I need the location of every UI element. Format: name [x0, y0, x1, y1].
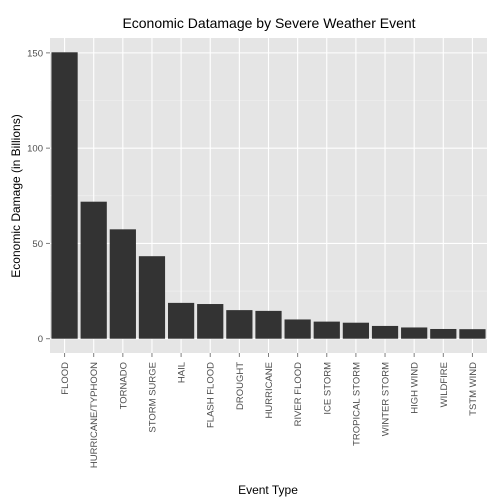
x-tick-label: STORM SURGE — [147, 362, 158, 433]
y-tick-label: 150 — [27, 48, 43, 59]
bar-hurricane-typhoon — [80, 201, 107, 339]
x-tick-label: TSTM WIND — [468, 362, 479, 416]
bar-hurricane — [255, 310, 282, 339]
bar-flood — [51, 52, 78, 339]
bar-storm-surge — [138, 256, 166, 339]
x-tick-label: RIVER FLOOD — [293, 362, 304, 427]
bar-river-flood — [284, 319, 311, 339]
x-axis-title: Event Type — [238, 483, 298, 497]
bar-tornado — [109, 229, 136, 339]
bar-high-wind — [401, 327, 428, 339]
bar-flash-flood — [197, 304, 224, 339]
bar-tropical-storm — [342, 322, 370, 339]
x-tick-label: FLOOD — [60, 362, 71, 395]
y-tick-label: 50 — [32, 239, 43, 250]
x-tick-label: HIGH WIND — [410, 362, 421, 414]
x-tick-label: DROUGHT — [235, 362, 246, 410]
y-axis-title: Economic Damage (in Billions) — [9, 114, 23, 277]
x-tick-label: TORNADO — [118, 362, 129, 409]
bars — [51, 52, 486, 339]
y-tick-label: 0 — [38, 334, 43, 345]
x-tick-label: HURRICANE — [264, 362, 275, 418]
x-tick-label: ICE STORM — [322, 362, 333, 415]
x-tick-label: WILDFIRE — [439, 362, 450, 407]
chart-title: Economic Datamage by Severe Weather Even… — [122, 15, 415, 31]
bar-wildfire — [430, 328, 457, 339]
x-tick-label: FLASH FLOOD — [206, 362, 217, 428]
y-tick-label: 100 — [27, 144, 43, 155]
bar-hail — [167, 302, 195, 339]
x-tick-label: WINTER STORM — [381, 362, 392, 436]
x-tick-label: TROPICAL STORM — [351, 362, 362, 446]
bar-drought — [226, 310, 253, 339]
x-tick-label: HAIL — [177, 362, 188, 383]
bar-ice-storm — [313, 321, 340, 339]
x-tick-label: HURRICANE/TYPHOON — [89, 362, 100, 468]
y-axis-ticks: 0 50 100 150 — [27, 48, 50, 345]
bar-winter-storm — [371, 325, 399, 339]
bar-tstm-wind — [459, 329, 486, 339]
x-axis-ticks: FLOOD HURRICANE/TYPHOON TORNADO STORM SURGE… — [60, 353, 479, 468]
